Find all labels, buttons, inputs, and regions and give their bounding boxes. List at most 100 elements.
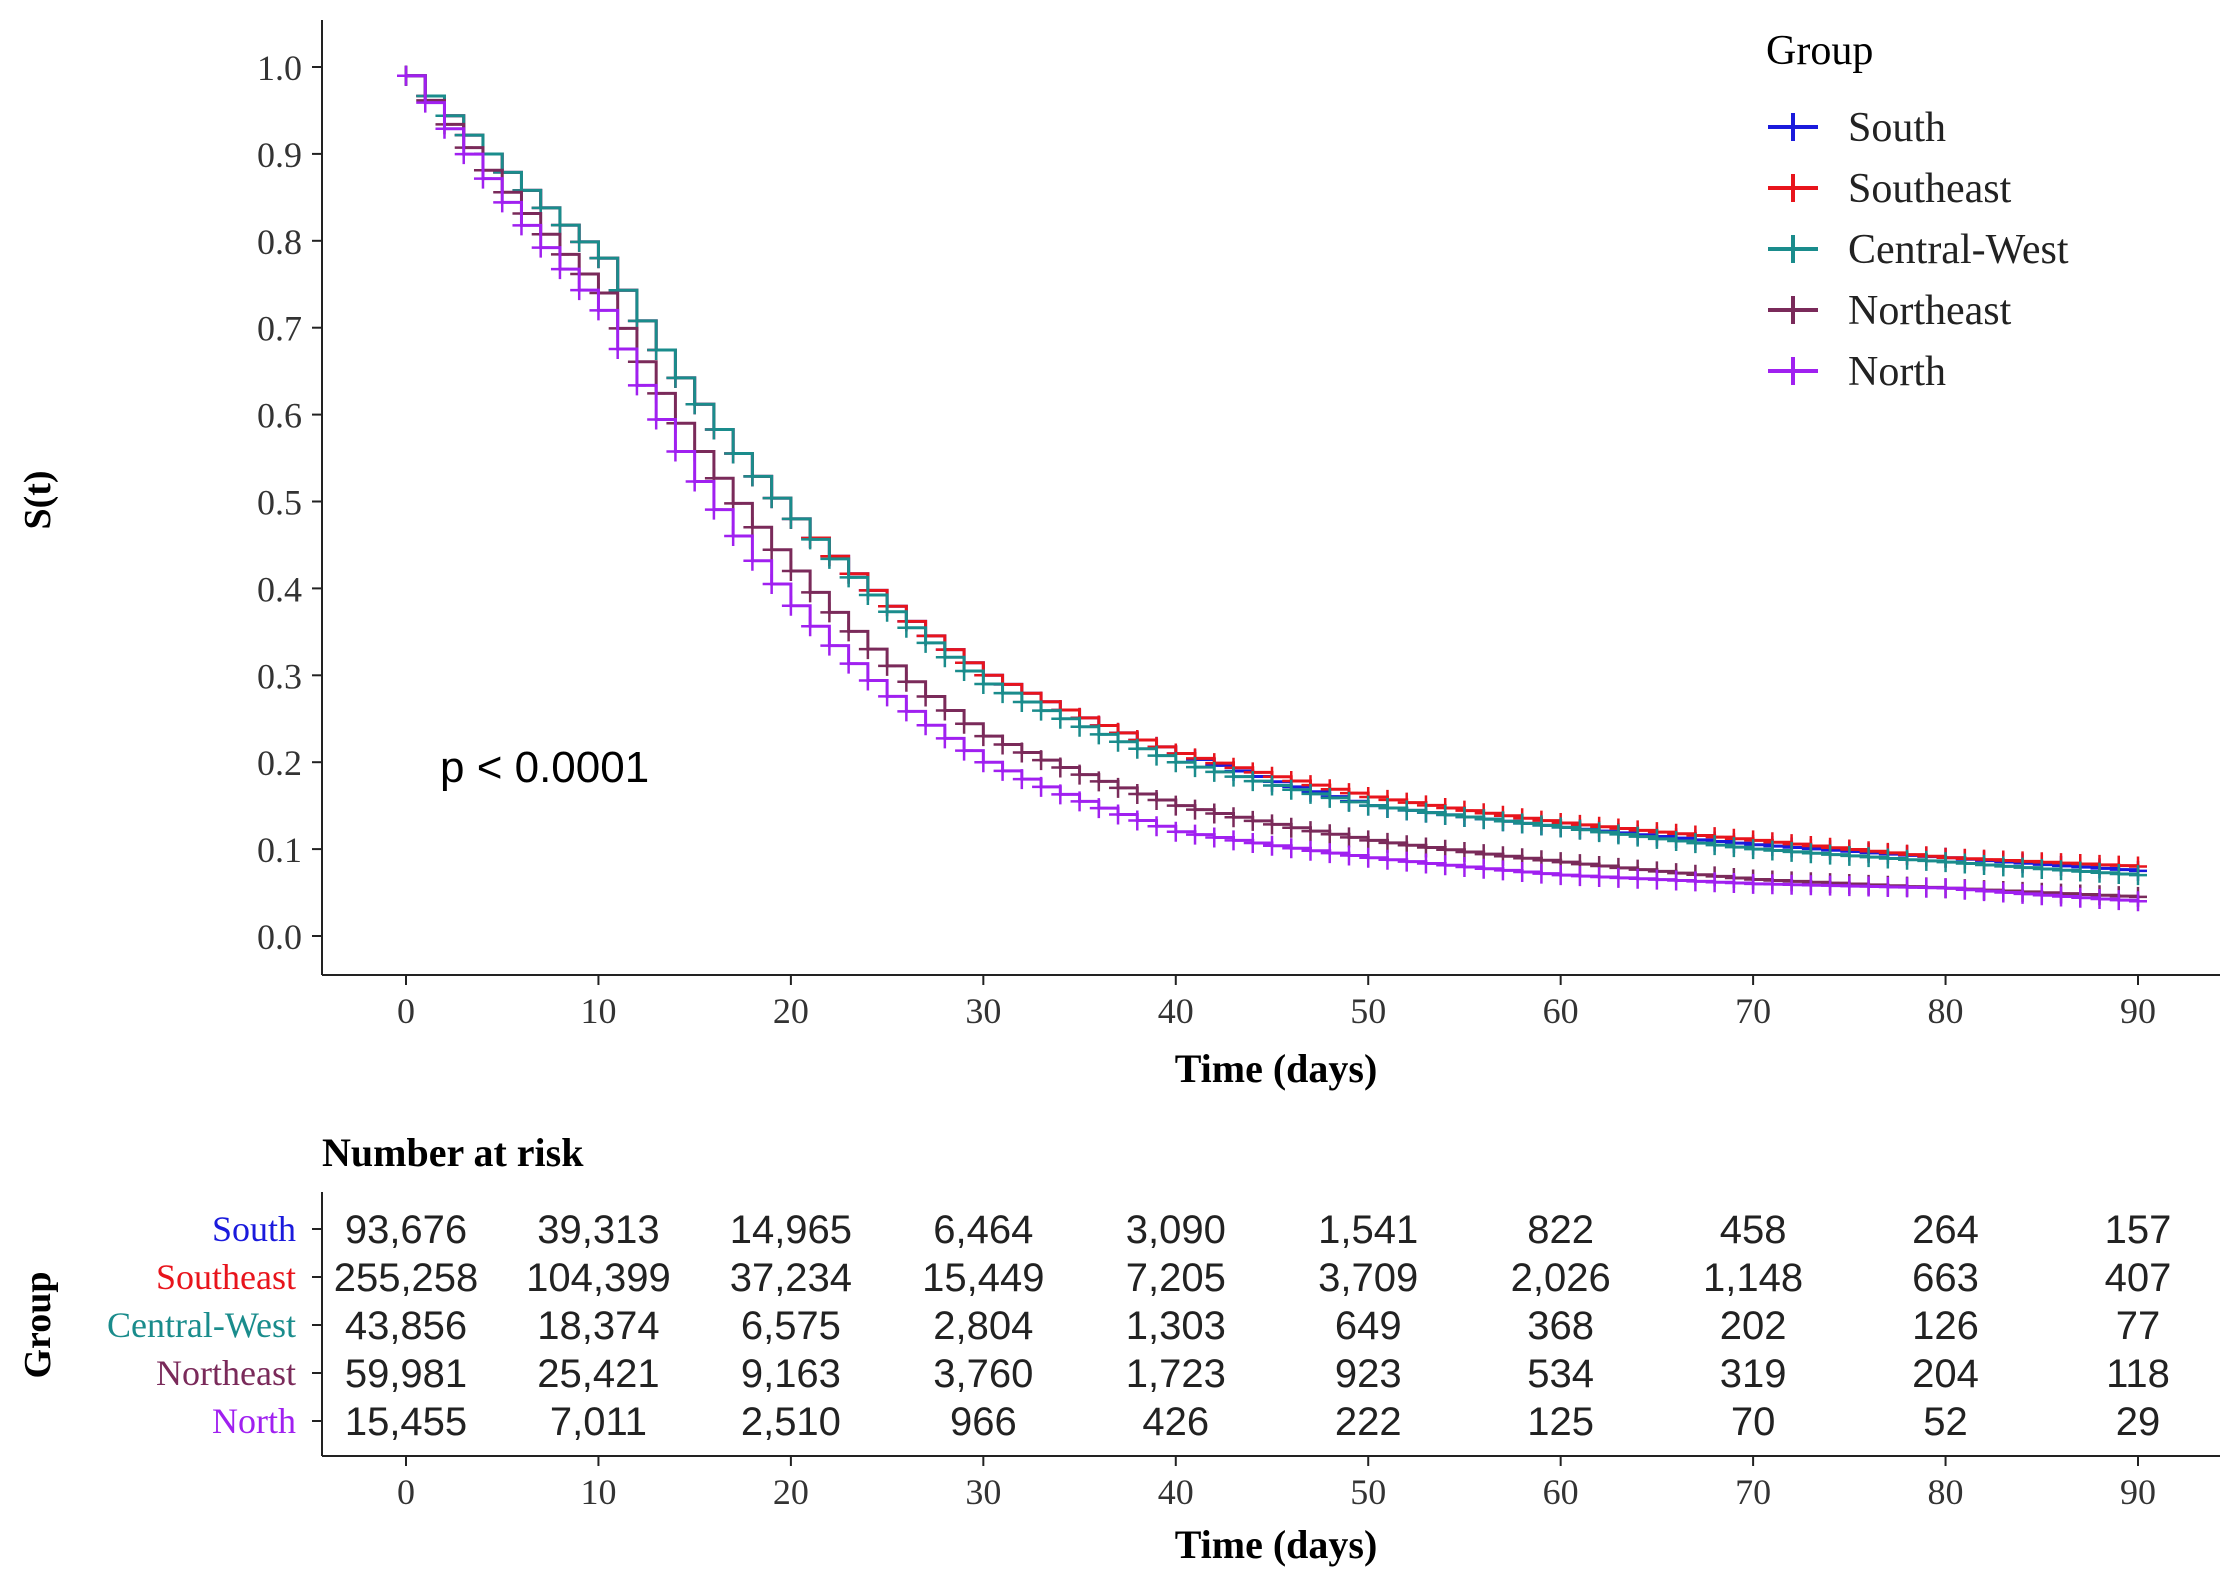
legend-item-northeast: Northeast <box>1768 288 2012 334</box>
risk-cell: 52 <box>1923 1400 1968 1444</box>
risk-cell: 39,313 <box>537 1208 659 1252</box>
risk-cell: 966 <box>950 1400 1017 1444</box>
legend-item-south: South <box>1768 105 1946 151</box>
legend-label: Northeast <box>1848 288 2012 334</box>
legend-swatch <box>1768 113 1818 141</box>
legend-label: South <box>1848 105 1946 151</box>
legend-swatch <box>1768 235 1818 263</box>
series-north <box>397 65 2147 912</box>
risk-cell: 15,449 <box>922 1256 1044 1300</box>
legend-label: Southeast <box>1848 166 2012 212</box>
risk-cell: 93,676 <box>345 1208 467 1252</box>
risk-cell: 7,011 <box>550 1400 647 1444</box>
x-tick-label: 20 <box>773 991 809 1031</box>
legend-title: Group <box>1766 28 1873 74</box>
risk-cell: 7,205 <box>1126 1256 1226 1300</box>
risk-cell: 1,148 <box>1703 1256 1803 1300</box>
risk-table-y-label: Group <box>17 1271 59 1378</box>
risk-cell: 43,856 <box>345 1304 467 1348</box>
risk-row-label-south: South <box>212 1209 296 1249</box>
risk-cell: 1,723 <box>1126 1352 1226 1396</box>
risk-cell: 126 <box>1912 1304 1979 1348</box>
y-tick-label: 1.0 <box>257 48 302 88</box>
risk-x-tick-label: 80 <box>1928 1472 1964 1512</box>
risk-x-tick-label: 10 <box>580 1472 616 1512</box>
risk-cell: 2,510 <box>741 1400 841 1444</box>
legend-item-southeast: Southeast <box>1768 166 2012 212</box>
risk-x-tick-label: 60 <box>1543 1472 1579 1512</box>
risk-cell: 2,804 <box>933 1304 1033 1348</box>
censor-marks-north <box>397 65 2147 912</box>
risk-cell: 426 <box>1142 1400 1209 1444</box>
risk-cell: 407 <box>2105 1256 2172 1300</box>
y-tick-label: 0.9 <box>257 135 302 175</box>
risk-cell: 649 <box>1335 1304 1402 1348</box>
risk-x-tick-label: 20 <box>773 1472 809 1512</box>
legend-swatch <box>1768 296 1818 324</box>
risk-cell: 3,709 <box>1318 1256 1418 1300</box>
risk-cell: 368 <box>1527 1304 1594 1348</box>
risk-cell: 822 <box>1527 1208 1594 1252</box>
risk-cell: 1,303 <box>1126 1304 1226 1348</box>
risk-table: South 93,676 39,313 14,965 6,464 3,090 1,541 82… <box>107 1192 2220 1512</box>
risk-cell: 29 <box>2116 1400 2161 1444</box>
risk-cell: 59,981 <box>345 1352 467 1396</box>
x-tick-label: 40 <box>1158 991 1194 1031</box>
risk-cell: 6,464 <box>933 1208 1033 1252</box>
risk-table-x-label: Time (days) <box>1175 1522 1378 1567</box>
x-tick-label: 90 <box>2120 991 2156 1031</box>
y-tick-label: 0.6 <box>257 396 302 436</box>
risk-cell: 70 <box>1731 1400 1776 1444</box>
risk-cell: 222 <box>1335 1400 1402 1444</box>
y-tick-label: 0.4 <box>257 569 302 609</box>
risk-cell: 2,026 <box>1511 1256 1611 1300</box>
risk-cell: 3,090 <box>1126 1208 1226 1252</box>
risk-cell: 157 <box>2105 1208 2172 1252</box>
risk-cell: 534 <box>1527 1352 1594 1396</box>
y-tick-label: 0.2 <box>257 743 302 783</box>
risk-cell: 255,258 <box>334 1256 479 1300</box>
risk-row-label-north: North <box>212 1401 296 1441</box>
risk-cell: 25,421 <box>537 1352 659 1396</box>
p-value-annotation: p < 0.0001 <box>440 743 649 792</box>
survival-axes: 0.0 0.1 0.2 0.3 0.4 0.5 0.6 0.7 0.8 0.9 1.0 0 10 20 30… <box>257 20 2220 1031</box>
y-tick-label: 0.5 <box>257 483 302 523</box>
risk-cell: 15,455 <box>345 1400 467 1444</box>
risk-cell: 3,760 <box>933 1352 1033 1396</box>
legend-item-central-west: Central-West <box>1768 227 2069 273</box>
legend: South Southeast Central-West Northeast North <box>1768 105 2069 395</box>
risk-cell: 104,399 <box>526 1256 671 1300</box>
risk-row-label-northeast: Northeast <box>156 1353 296 1393</box>
x-tick-label: 0 <box>397 991 415 1031</box>
y-axis-label: S(t) <box>17 470 59 529</box>
risk-cell: 458 <box>1720 1208 1787 1252</box>
x-tick-label: 80 <box>1928 991 1964 1031</box>
x-tick-label: 10 <box>580 991 616 1031</box>
risk-cell: 125 <box>1527 1400 1594 1444</box>
x-tick-label: 60 <box>1543 991 1579 1031</box>
y-tick-label: 0.8 <box>257 222 302 262</box>
risk-cell: 204 <box>1912 1352 1979 1396</box>
x-tick-label: 70 <box>1735 991 1771 1031</box>
y-tick-label: 0.7 <box>257 309 302 349</box>
risk-cell: 77 <box>2116 1304 2161 1348</box>
legend-label: Central-West <box>1848 227 2069 273</box>
risk-cell: 923 <box>1335 1352 1402 1396</box>
x-tick-label: 30 <box>965 991 1001 1031</box>
x-tick-label: 50 <box>1350 991 1386 1031</box>
risk-cell: 663 <box>1912 1256 1979 1300</box>
y-tick-label: 0.1 <box>257 830 302 870</box>
survival-plot <box>397 65 2147 912</box>
risk-cell: 1,541 <box>1318 1208 1418 1252</box>
x-axis-label: Time (days) <box>1175 1046 1378 1091</box>
risk-cell: 18,374 <box>537 1304 659 1348</box>
risk-cell: 319 <box>1720 1352 1787 1396</box>
risk-cell: 264 <box>1912 1208 1979 1252</box>
risk-x-tick-label: 0 <box>397 1472 415 1512</box>
risk-table-title: Number at risk <box>322 1130 584 1175</box>
risk-x-tick-label: 70 <box>1735 1472 1771 1512</box>
y-tick-label: 0.0 <box>257 917 302 957</box>
risk-x-tick-label: 40 <box>1158 1472 1194 1512</box>
risk-cell: 202 <box>1720 1304 1787 1348</box>
